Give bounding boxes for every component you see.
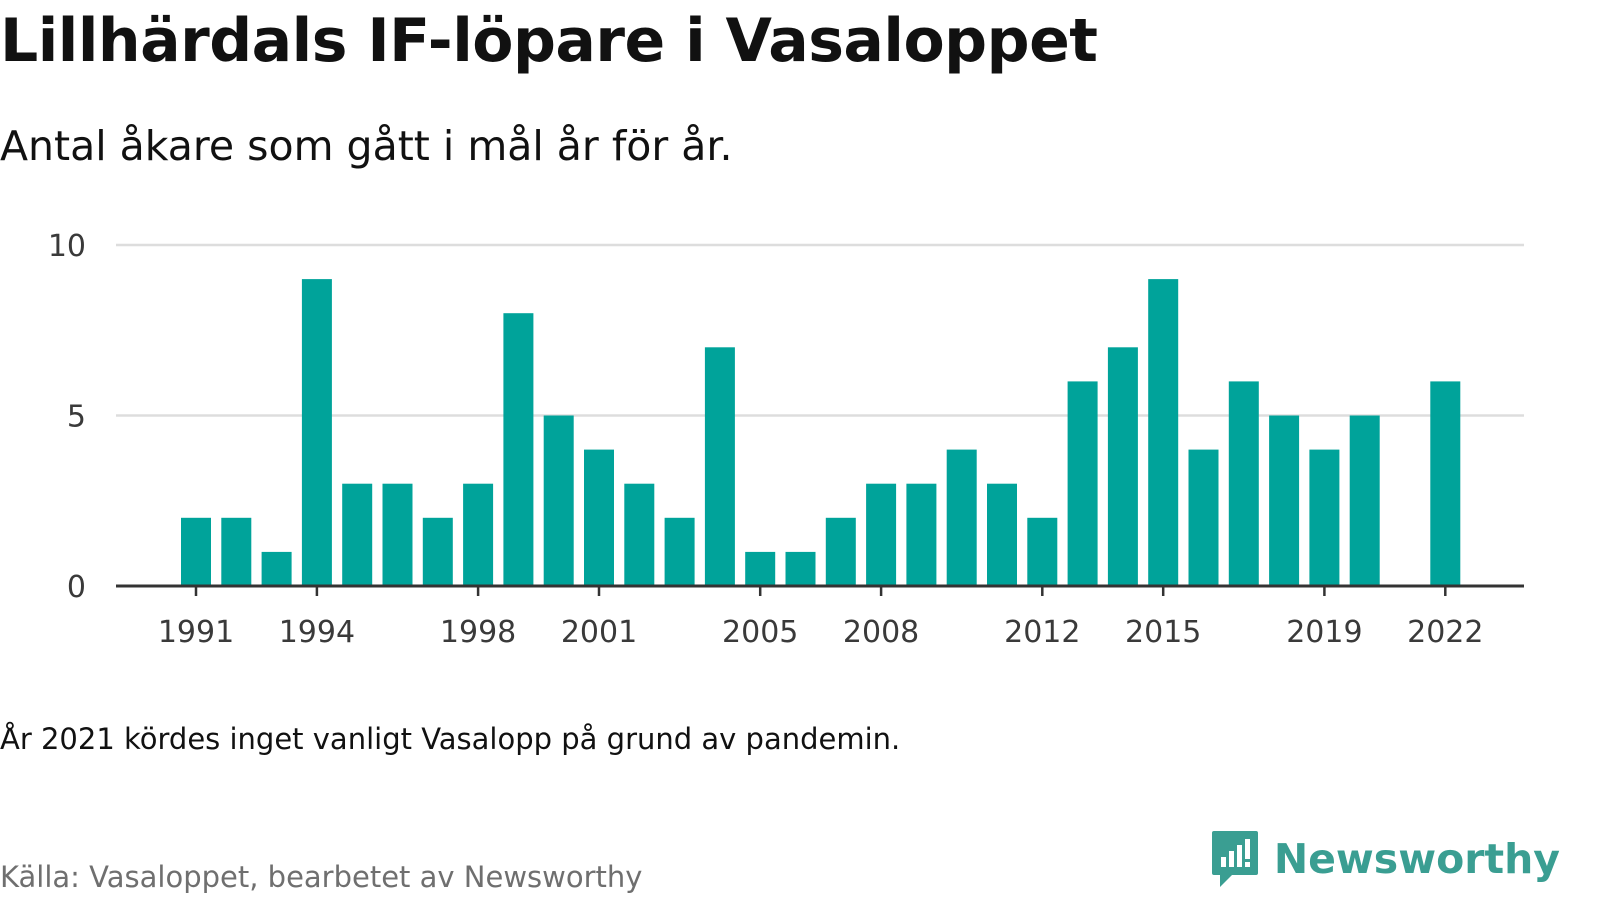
bar <box>422 517 453 586</box>
bar <box>1107 347 1138 586</box>
newsworthy-logo-text: Newsworthy <box>1273 835 1560 883</box>
chart-subtitle: Antal åkare som gått i mål år för år. <box>0 122 733 170</box>
bar <box>1188 449 1219 586</box>
source-credit: Källa: Vasaloppet, bearbetet av Newswort… <box>0 860 643 894</box>
bar <box>1309 449 1340 586</box>
bar <box>664 517 695 586</box>
bar <box>1148 279 1179 586</box>
bar <box>382 483 413 586</box>
bar <box>906 483 937 586</box>
bar-chart: 0 5 10 1991 1994 1998 2001 2005 2008 2012 2015 2019… <box>48 229 1524 650</box>
bar <box>342 483 373 586</box>
bar <box>1349 415 1380 586</box>
bar <box>946 449 977 586</box>
bar <box>463 483 494 586</box>
bar <box>745 551 776 586</box>
x-tick-label: 1998 <box>440 615 516 650</box>
bar <box>503 313 534 586</box>
bar <box>584 449 614 586</box>
bar <box>1269 415 1300 586</box>
bar <box>866 483 897 586</box>
y-tick-label: 10 <box>48 229 86 264</box>
bar <box>221 517 252 586</box>
x-tick-label: 2005 <box>722 615 798 650</box>
bar <box>181 517 211 586</box>
y-tick-label: 5 <box>67 400 86 435</box>
x-tick-label: 2012 <box>1004 615 1080 650</box>
x-tick-label: 2022 <box>1407 615 1483 650</box>
newsworthy-logo: Newsworthy <box>1210 828 1560 890</box>
y-tick-label: 0 <box>67 570 86 605</box>
bar <box>624 483 655 586</box>
bar <box>987 483 1017 586</box>
x-tick-label: 2001 <box>561 615 637 650</box>
chart-note: År 2021 kördes inget vanligt Vasalopp på… <box>0 722 901 756</box>
bar <box>261 551 292 586</box>
x-tick-label: 2015 <box>1125 615 1201 650</box>
bar <box>1027 517 1058 586</box>
bar <box>1067 381 1098 586</box>
x-tick-label: 1991 <box>158 615 234 650</box>
bar <box>301 279 332 586</box>
bar <box>825 517 856 586</box>
x-tick-label: 2008 <box>843 615 919 650</box>
bar <box>543 415 574 586</box>
bar <box>704 347 735 586</box>
newsworthy-logo-icon <box>1211 831 1258 887</box>
bar <box>1228 381 1259 586</box>
x-tick-label: 2019 <box>1286 615 1362 650</box>
chart-title: Lillhärdals IF-löpare i Vasaloppet <box>0 6 1098 76</box>
x-tick-label: 1994 <box>279 615 355 650</box>
bar <box>785 551 816 586</box>
bar <box>1430 381 1461 586</box>
